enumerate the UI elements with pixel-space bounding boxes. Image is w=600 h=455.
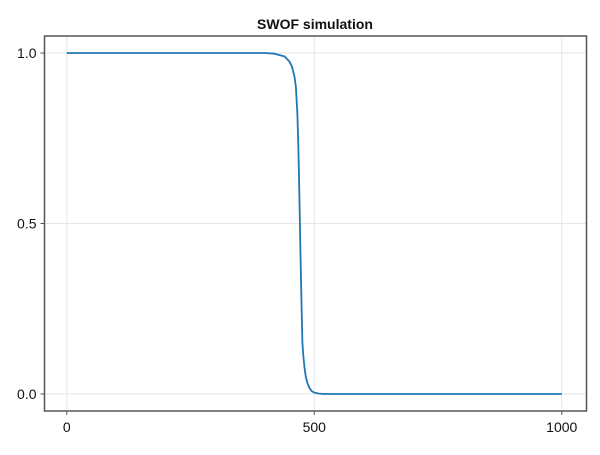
y-tick-label: 0.0 bbox=[17, 386, 37, 402]
x-tick-label: 500 bbox=[303, 419, 327, 435]
y-tick-label: 1.0 bbox=[17, 45, 37, 61]
x-tick-label: 0 bbox=[63, 419, 71, 435]
series-line bbox=[66, 52, 562, 395]
ticks: 0 500 1000 0.0 0.5 1.0 bbox=[17, 45, 578, 435]
chart-title: SWOF simulation bbox=[257, 16, 373, 32]
y-tick-label: 0.5 bbox=[17, 216, 37, 232]
x-tick-label: 1000 bbox=[546, 419, 577, 435]
grid bbox=[44, 36, 587, 411]
series-group bbox=[66, 52, 562, 395]
